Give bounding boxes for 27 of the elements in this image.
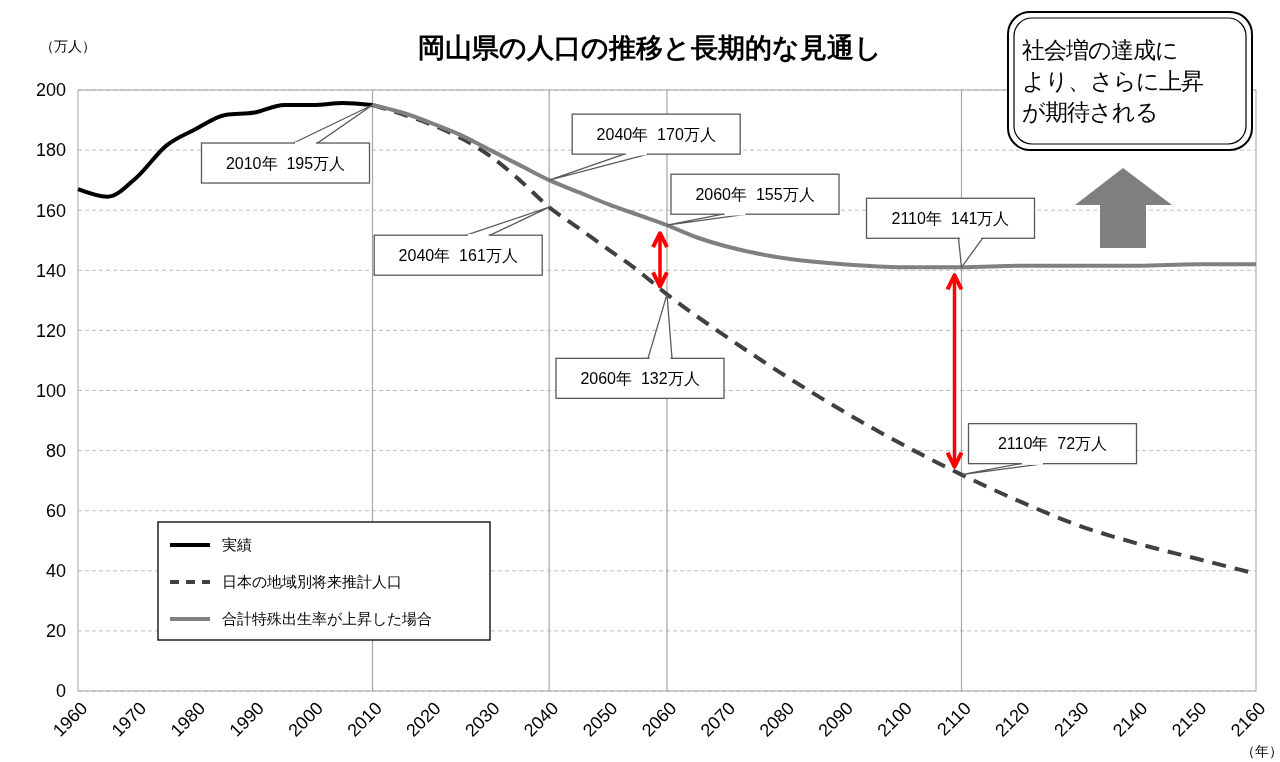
y-tick-label: 140 xyxy=(35,260,66,281)
annotation: 2110年 141万人 xyxy=(891,209,1010,227)
annotation: 2010年 195万人 xyxy=(225,154,346,172)
annotation: 2060年 132万人 xyxy=(580,369,700,387)
x-axis-title: （年） xyxy=(1241,743,1280,759)
y-tick-label: 200 xyxy=(35,80,66,101)
line-series xyxy=(76,100,375,199)
annotation: 2040年 161万人 xyxy=(398,246,518,264)
y-tick-label: 120 xyxy=(35,320,66,341)
y-tick-label: 180 xyxy=(35,140,66,161)
y-tick-label: 60 xyxy=(45,501,66,521)
legend-label: 日本の地域別将来推計人口 xyxy=(222,573,402,591)
legend-label: 実績 xyxy=(222,536,252,554)
y-tick-label: 20 xyxy=(45,621,66,642)
chart-title: 岡山県の人口の推移と長期的な見通し xyxy=(418,33,882,63)
y-tick-label: 160 xyxy=(35,200,66,221)
annotation: 2040年 170万人 xyxy=(596,125,716,143)
annotation: 2110年 72万人 xyxy=(997,435,1108,453)
y-tick-label: 0 xyxy=(55,681,66,702)
y-axis-title: （万人） xyxy=(40,38,96,54)
legend-label: 合計特殊出生率が上昇した場合 xyxy=(222,610,432,628)
y-tick-label: 80 xyxy=(45,440,66,461)
line-series xyxy=(370,103,1258,270)
annotation: 2060年 155万人 xyxy=(695,185,815,203)
y-tick-label: 40 xyxy=(45,561,66,582)
annotation: 社会増の達成により、さらに上昇が期待される xyxy=(1022,37,1204,125)
y-tick-label: 100 xyxy=(35,380,66,401)
